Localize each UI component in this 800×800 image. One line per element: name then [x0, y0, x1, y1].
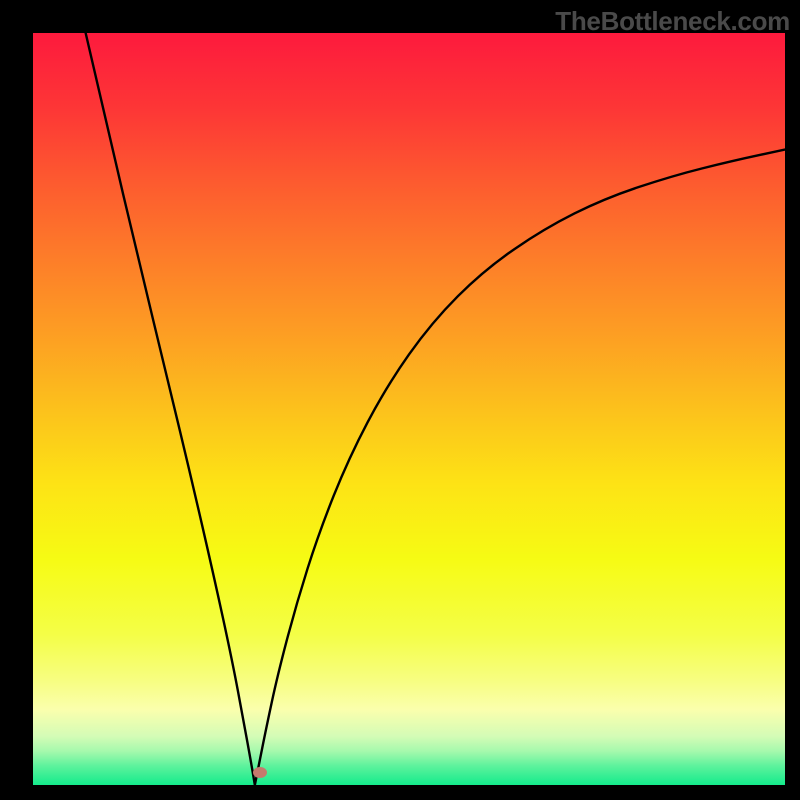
watermark-text: TheBottleneck.com [555, 6, 790, 37]
curve-path [86, 33, 785, 785]
bottleneck-curve [33, 33, 785, 785]
plot-area [33, 33, 785, 785]
